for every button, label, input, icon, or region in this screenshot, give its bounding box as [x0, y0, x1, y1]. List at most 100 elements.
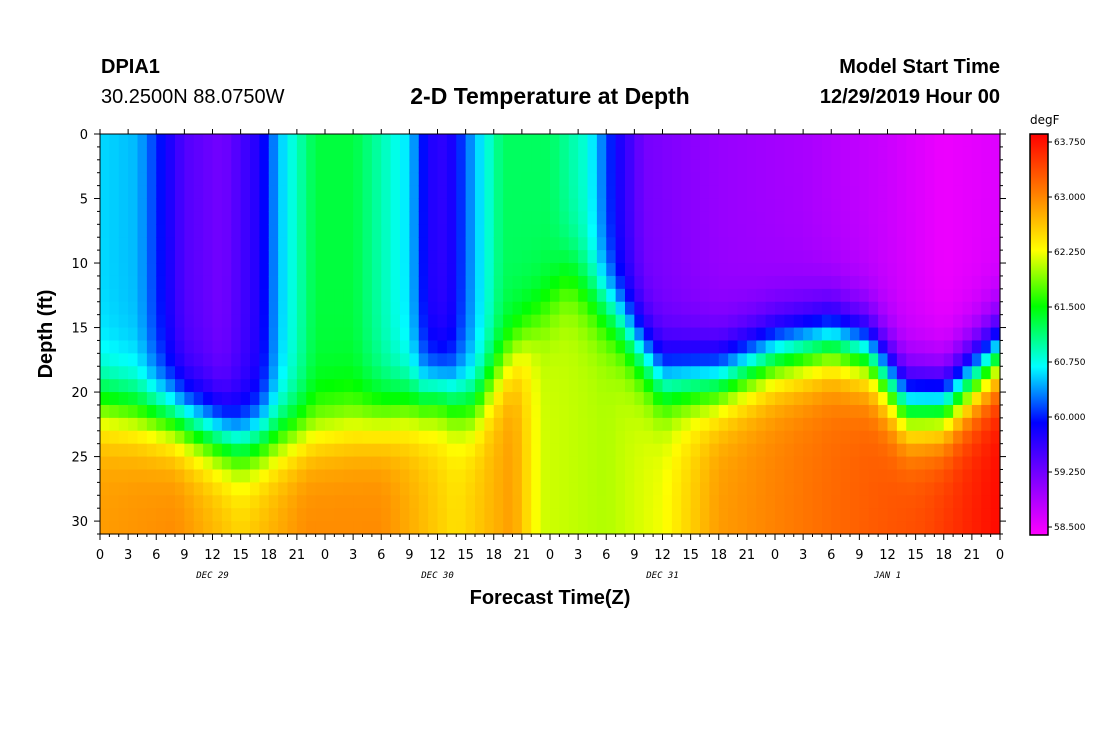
heatmap-cell — [606, 456, 617, 471]
heatmap-cell — [793, 417, 804, 432]
heatmap-cell — [100, 211, 110, 225]
heatmap-cell — [118, 198, 129, 213]
heatmap-cell — [971, 495, 982, 509]
chart-title: 2-D Temperature at Depth — [410, 83, 690, 109]
heatmap-cell — [550, 366, 560, 380]
heatmap-cell — [643, 134, 654, 148]
heatmap-cell — [240, 340, 251, 354]
heatmap-cell — [484, 263, 495, 277]
heatmap-cell — [878, 146, 889, 161]
heatmap-cell — [109, 172, 120, 187]
heatmap-cell — [915, 327, 926, 342]
heatmap-cell — [690, 198, 701, 213]
heatmap-cell — [906, 340, 917, 354]
heatmap-cell — [859, 417, 870, 432]
heatmap-cell — [484, 417, 495, 432]
heatmap-cell — [484, 314, 495, 329]
heatmap-cell — [559, 443, 570, 458]
heatmap-cell — [906, 185, 917, 200]
heatmap-cell — [240, 288, 251, 303]
heatmap-cell — [653, 392, 664, 406]
heatmap-cell — [278, 379, 289, 393]
heatmap-cell — [643, 185, 654, 200]
heatmap-cell — [512, 237, 523, 251]
heatmap-cell — [512, 340, 523, 354]
heatmap-cell — [231, 185, 242, 200]
heatmap-cell — [334, 443, 345, 458]
heatmap-cell — [934, 146, 945, 161]
heatmap-cell — [700, 224, 710, 238]
heatmap-cell — [278, 443, 289, 458]
heatmap-cell — [915, 146, 926, 161]
heatmap-cell — [278, 159, 289, 174]
heatmap-cell — [625, 263, 635, 277]
heatmap-cell — [925, 314, 935, 329]
heatmap-cell — [878, 250, 889, 264]
heatmap-cell — [568, 288, 579, 303]
colorbar-labels: 63.75063.00062.25061.50060.75060.00059.2… — [1048, 138, 1086, 533]
heatmap-cell — [690, 263, 701, 277]
heatmap-cell — [709, 172, 720, 187]
heatmap-cell — [493, 314, 504, 329]
heatmap-cell — [100, 340, 110, 354]
heatmap-cell — [962, 340, 973, 354]
heatmap-cell — [531, 521, 542, 535]
heatmap-cell — [915, 508, 926, 522]
heatmap-cell — [831, 340, 842, 354]
heatmap-cell — [840, 159, 851, 174]
heatmap-cell — [456, 185, 467, 200]
heatmap-cell — [409, 134, 420, 148]
heatmap-cell — [784, 198, 795, 213]
heatmap-cell — [709, 159, 720, 174]
heatmap-cell — [193, 353, 204, 367]
heatmap-cell — [578, 288, 589, 303]
heatmap-cell — [709, 237, 720, 251]
heatmap-cell — [962, 275, 973, 290]
heatmap-cell — [109, 508, 120, 522]
heatmap-cell — [578, 392, 589, 406]
heatmap-cell — [343, 159, 354, 174]
heatmap-cell — [521, 275, 532, 290]
heatmap-cell — [334, 250, 345, 264]
heatmap-cell — [184, 263, 195, 277]
heatmap-cell — [681, 392, 692, 406]
heatmap-cell — [568, 224, 579, 238]
x-tick-label: 6 — [377, 548, 385, 563]
heatmap-cell — [737, 314, 748, 329]
heatmap-cell — [625, 198, 635, 213]
heatmap-cell — [428, 134, 439, 148]
heatmap-cell — [662, 430, 673, 445]
heatmap-cell — [868, 250, 879, 264]
heatmap-cell — [700, 456, 710, 471]
heatmap-cell — [381, 443, 392, 458]
heatmap-cell — [240, 237, 251, 251]
heatmap-cell — [887, 146, 898, 161]
heatmap-cell — [278, 275, 289, 290]
heatmap-cell — [156, 353, 167, 367]
heatmap-cell — [775, 417, 785, 432]
heatmap-cell — [550, 198, 560, 213]
heatmap-cell — [484, 185, 495, 200]
heatmap-cell — [831, 211, 842, 225]
heatmap-cell — [250, 301, 260, 316]
heatmap-cell — [896, 366, 907, 380]
heatmap-cell — [981, 366, 992, 380]
heatmap-cell — [915, 159, 926, 174]
heatmap-cell — [334, 211, 345, 225]
heatmap-cell — [465, 314, 476, 329]
heatmap-cell — [775, 443, 785, 458]
heatmap-cell — [812, 495, 823, 509]
heatmap-cell — [381, 224, 392, 238]
heatmap-cell — [418, 379, 429, 393]
heatmap-cell — [221, 224, 232, 238]
heatmap-cell — [859, 198, 870, 213]
heatmap-cell — [446, 288, 457, 303]
heatmap-cell — [971, 521, 982, 535]
heatmap-cell — [943, 379, 954, 393]
heatmap-cell — [362, 353, 373, 367]
heatmap-cell — [540, 250, 551, 264]
heatmap-cell — [371, 379, 382, 393]
heatmap-cell — [306, 340, 317, 354]
heatmap-cell — [943, 482, 954, 496]
heatmap-cell — [681, 301, 692, 316]
